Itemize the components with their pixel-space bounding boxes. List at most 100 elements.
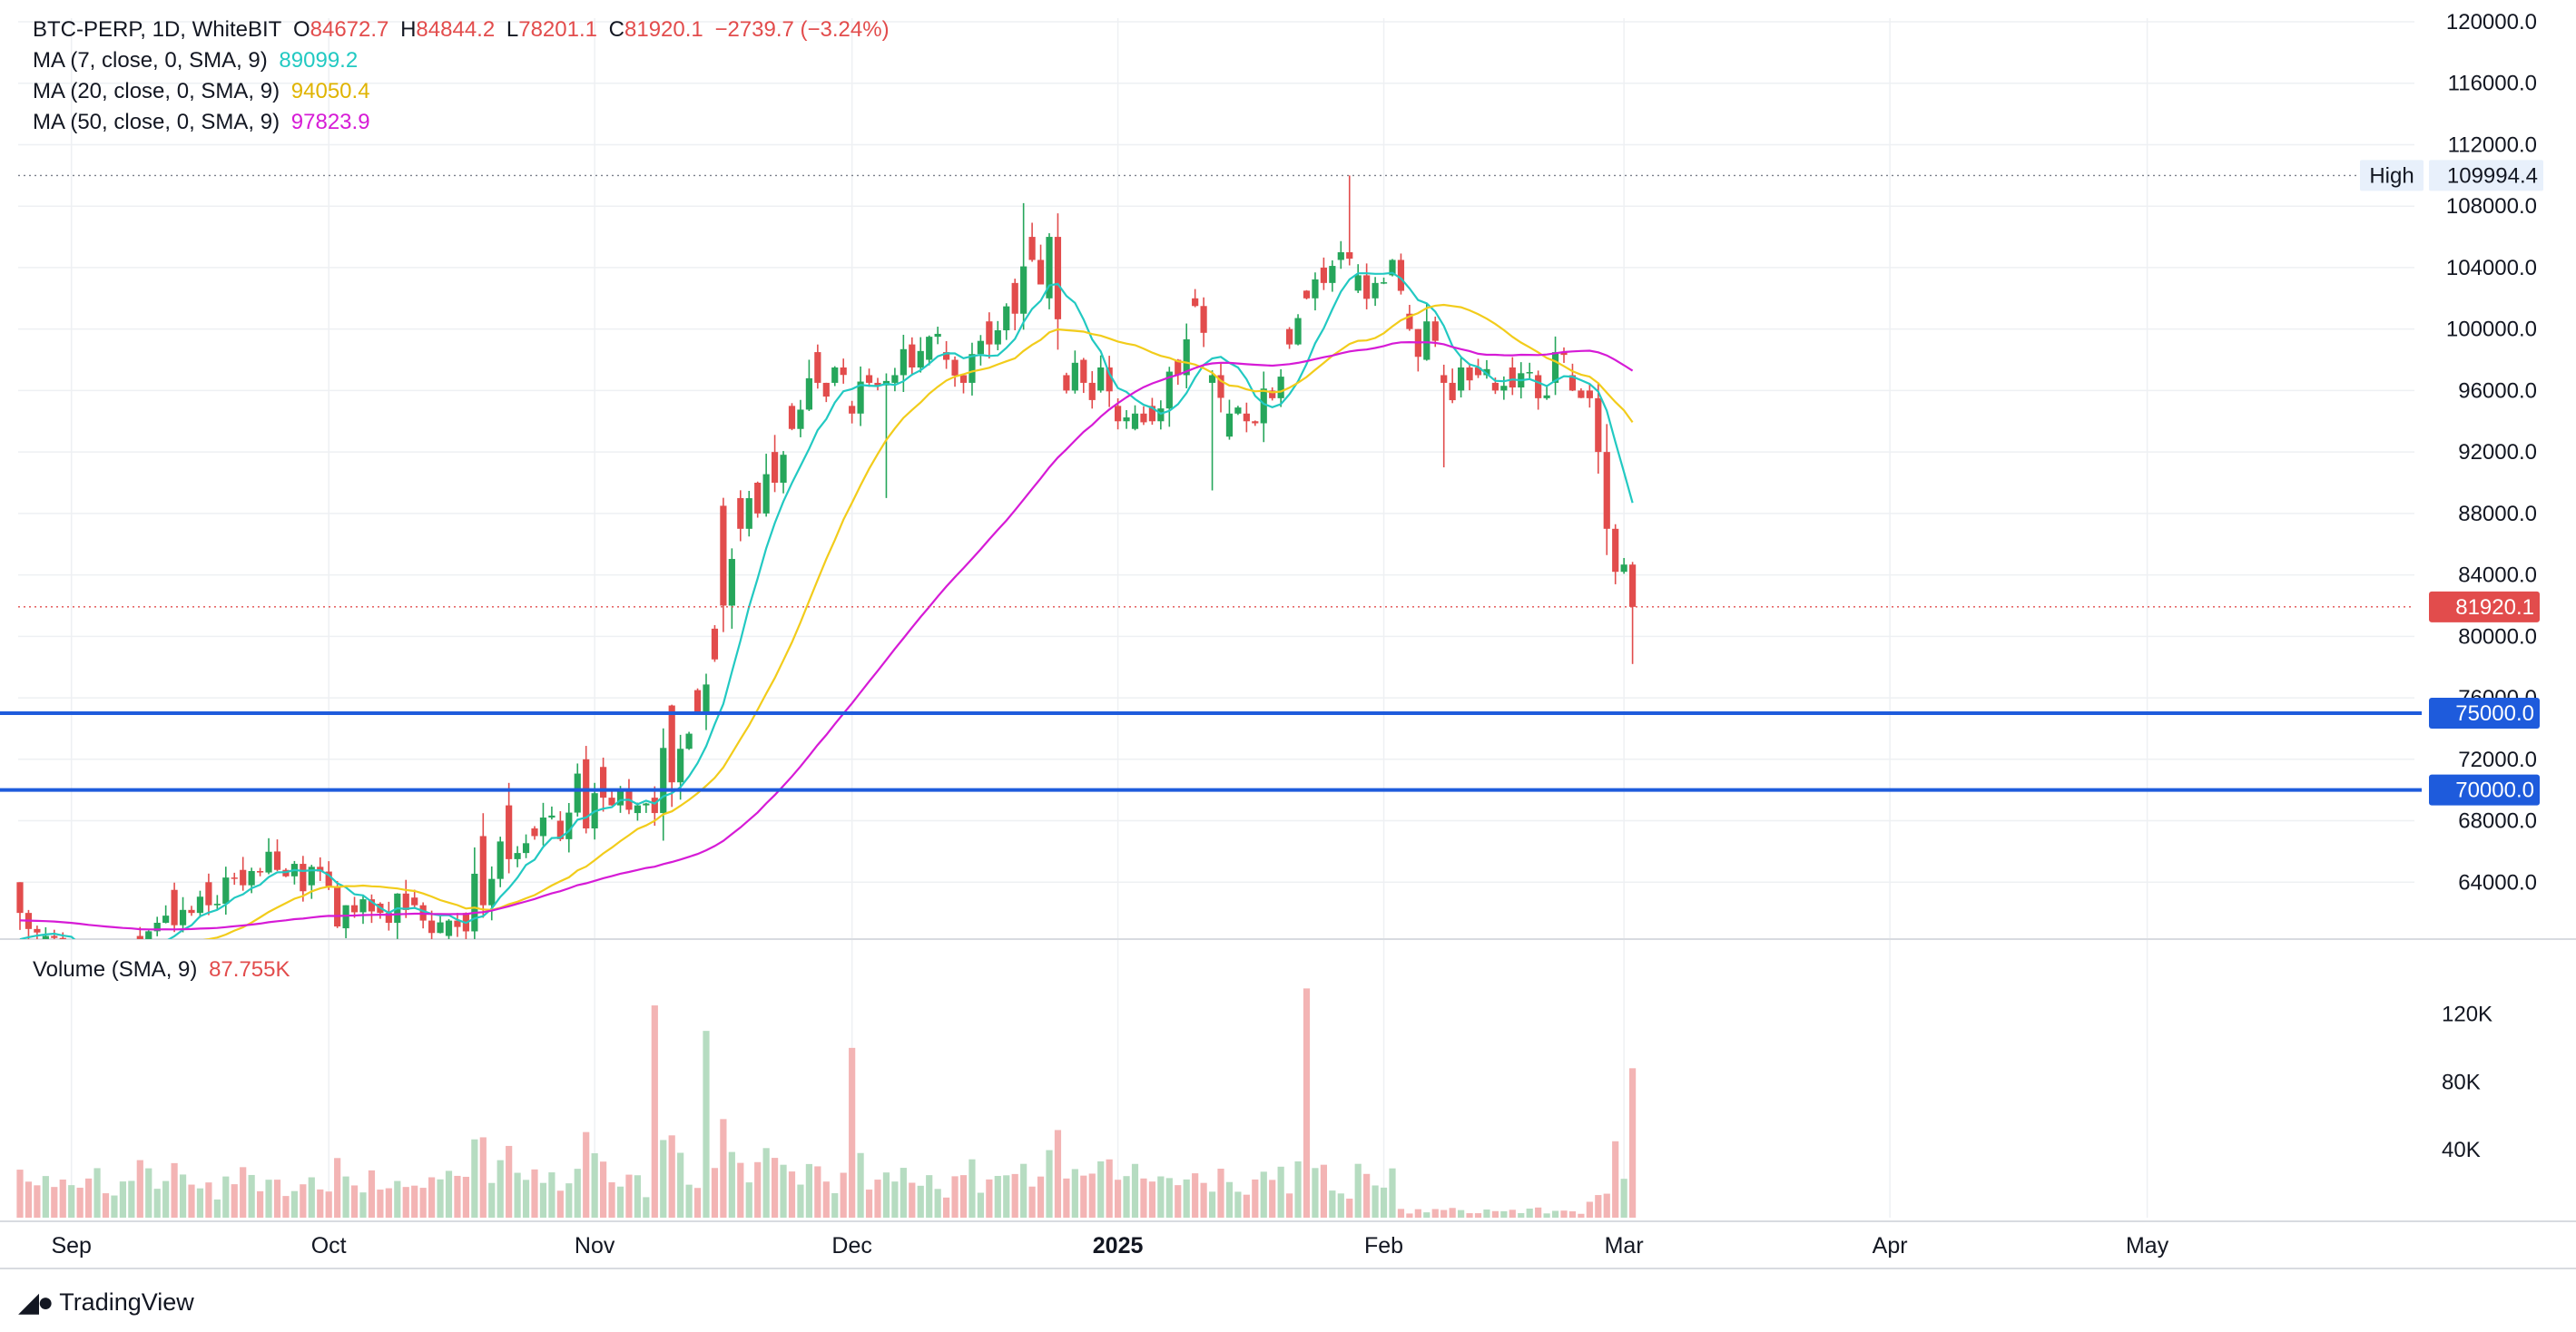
x-tick-label: Oct: [311, 1233, 347, 1259]
volume-bar: [222, 1176, 230, 1218]
volume-bar: [943, 1197, 950, 1218]
volume-bar: [136, 1160, 143, 1218]
ma20-legend[interactable]: MA (20, close, 0, SMA, 9) 94050.4: [33, 76, 376, 107]
tradingview-logo-icon: ◢●: [18, 1288, 54, 1317]
volume-bar: [634, 1175, 641, 1218]
volume-bar: [591, 1153, 598, 1218]
candle-body: [1123, 417, 1130, 422]
candle-body: [1140, 413, 1147, 423]
volume-value: 87.755K: [209, 957, 290, 982]
y-tick-label: 96000.0: [2458, 378, 2537, 403]
volume-bar: [325, 1191, 332, 1218]
ma50-legend[interactable]: MA (50, close, 0, SMA, 9) 97823.9: [33, 107, 376, 138]
volume-bar: [368, 1170, 376, 1218]
candle-body: [531, 828, 538, 837]
volume-bar: [745, 1182, 752, 1218]
volume-bar: [583, 1131, 590, 1218]
candle-body: [1183, 338, 1190, 376]
candle-body: [1011, 282, 1018, 314]
volume-bar: [428, 1177, 436, 1218]
tradingview-brand[interactable]: ◢● TradingView: [18, 1287, 194, 1318]
candle-body: [1346, 252, 1353, 260]
y-tick-label: 92000.0: [2458, 440, 2537, 465]
candle-body: [917, 350, 924, 367]
candle-body: [1535, 375, 1542, 398]
candle-body: [1568, 375, 1577, 391]
candle-body: [1329, 266, 1336, 283]
candle-body: [711, 628, 719, 660]
candle-body: [754, 483, 762, 514]
volume-bar: [951, 1176, 959, 1218]
candle-body: [506, 805, 513, 859]
close-value: 81920.1: [624, 17, 703, 42]
volume-bar: [616, 1186, 624, 1218]
candle-body: [565, 812, 573, 839]
volume-bar: [377, 1190, 384, 1218]
candle-body: [300, 864, 307, 892]
candle-body: [934, 333, 941, 338]
volume-bar: [1586, 1201, 1593, 1218]
volume-bar: [1526, 1208, 1533, 1218]
volume-bar: [119, 1181, 126, 1218]
volume-bar: [1560, 1210, 1568, 1218]
candle-body: [994, 330, 1001, 345]
y-tick-label: 80000.0: [2458, 624, 2537, 649]
candle-body: [643, 803, 650, 806]
volume-bar: [1269, 1180, 1276, 1218]
volume-bar: [840, 1172, 847, 1218]
candle-body: [1208, 375, 1216, 383]
grid: [0, 18, 2576, 1269]
candle-body: [514, 853, 521, 859]
candle-body: [171, 889, 178, 926]
candle-body: [677, 749, 684, 783]
ma50-value: 97823.9: [290, 110, 370, 134]
volume-bar: [1234, 1191, 1242, 1218]
volume-bar: [600, 1161, 607, 1218]
candle-body: [257, 870, 264, 873]
volume-bar: [1620, 1179, 1627, 1218]
candle-body: [51, 935, 58, 938]
high-label: H: [400, 17, 417, 42]
candle-body: [693, 690, 702, 713]
volume-bar: [737, 1162, 744, 1218]
volume-bar: [1500, 1210, 1508, 1218]
volume-bar: [677, 1152, 684, 1218]
ma20-value: 94050.4: [290, 79, 370, 103]
volume-bar: [1175, 1185, 1182, 1218]
candle-body: [780, 455, 787, 483]
volume-bar: [93, 1168, 101, 1218]
volume-bar: [419, 1188, 427, 1218]
candle-body: [145, 931, 152, 939]
candle-body: [1294, 318, 1302, 345]
candle-body: [1260, 388, 1267, 424]
candle-body: [445, 920, 453, 936]
volume-bar: [882, 1172, 890, 1218]
candle-body: [1603, 452, 1610, 529]
candle-body: [162, 916, 170, 923]
candle-body: [454, 920, 461, 927]
candle-body: [891, 375, 899, 383]
candle-body: [471, 873, 478, 932]
candle-body: [634, 805, 641, 814]
low-value: 78201.1: [518, 17, 597, 42]
volume-bar: [179, 1174, 187, 1218]
volume-bar: [51, 1187, 58, 1218]
volume-bar: [240, 1167, 247, 1218]
candle-body: [1088, 382, 1096, 400]
volume-bar: [1243, 1194, 1250, 1218]
volume-bar: [1578, 1213, 1585, 1218]
volume-bar: [1252, 1179, 1259, 1218]
volume-legend[interactable]: Volume (SMA, 9) 87.755K: [33, 955, 296, 985]
ma7-legend[interactable]: MA (7, close, 0, SMA, 9) 89099.2: [33, 45, 363, 76]
volume-bar: [1183, 1179, 1190, 1218]
candle-body: [943, 352, 950, 360]
candle-body: [959, 375, 968, 383]
volume-bar: [814, 1166, 821, 1218]
candle-body: [1252, 421, 1259, 424]
candle-body: [1148, 406, 1155, 422]
candle-body: [240, 869, 247, 886]
ma50-line: [19, 340, 1634, 931]
ma20-line: [202, 303, 1634, 939]
candle-body: [814, 352, 821, 383]
